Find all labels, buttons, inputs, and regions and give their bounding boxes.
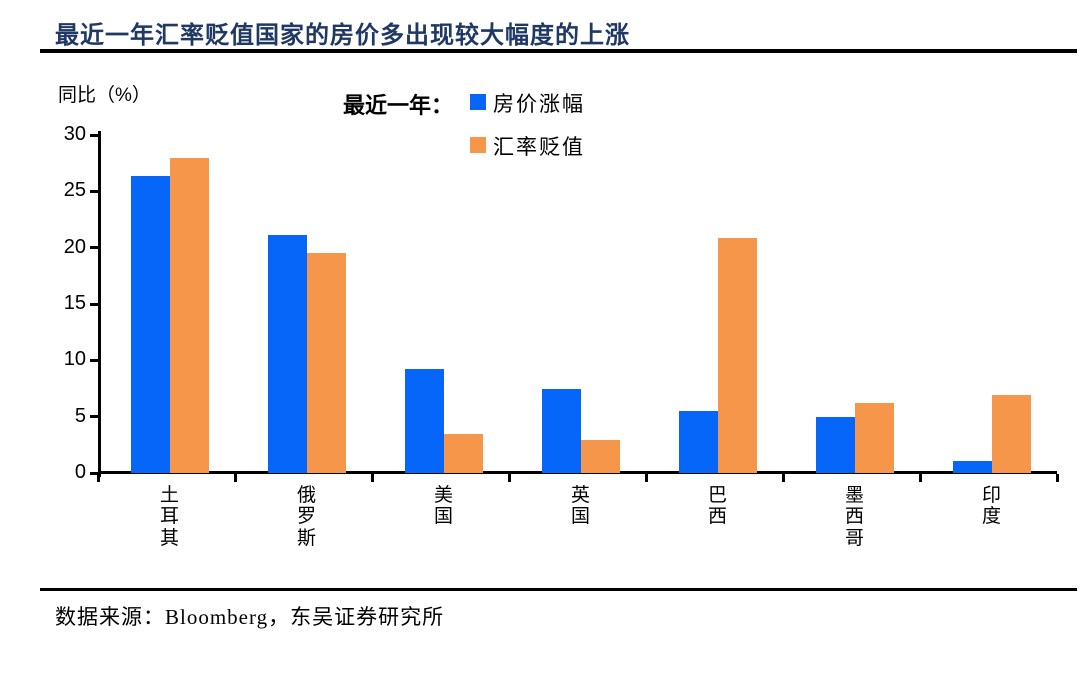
data-source-caption: 数据来源：Bloomberg，东吴证券研究所 (55, 605, 445, 629)
x-axis-label-uk: 英国 (570, 485, 590, 528)
x-axis-tick (371, 474, 374, 482)
x-axis-tick (508, 474, 511, 482)
legend-label-fx-depreciation: 汇率贬值 (493, 136, 585, 159)
y-tick-label: 30 (63, 123, 86, 145)
x-axis-tick (97, 474, 100, 482)
y-axis-tick (90, 189, 98, 193)
title-underline-rule (40, 49, 1077, 53)
bar-house-price-uk (541, 388, 581, 473)
y-axis-tick (90, 471, 98, 475)
bar-fx-depreciation-mexico (854, 403, 894, 473)
footer-rule (40, 588, 1077, 591)
y-tick-label: 25 (63, 179, 86, 202)
bar-fx-depreciation-turkey (169, 157, 209, 473)
x-axis-tick (1056, 474, 1059, 482)
x-axis-label-india: 印度 (981, 485, 1001, 528)
y-tick-label: 15 (63, 292, 86, 314)
y-tick-label: 20 (63, 235, 86, 258)
bar-fx-depreciation-india (991, 395, 1031, 473)
bar-house-price-mexico (815, 416, 855, 473)
x-axis-tick (919, 474, 922, 482)
chart-title: 最近一年汇率贬值国家的房价多出现较大幅度的上涨 (55, 22, 630, 49)
bar-house-price-russia (267, 235, 307, 473)
x-axis-label-usa: 美国 (433, 485, 453, 528)
bar-fx-depreciation-uk (580, 440, 620, 473)
x-axis-tick (645, 474, 648, 482)
bar-house-price-usa (404, 369, 444, 473)
y-axis-unit-label: 同比（%） (58, 85, 151, 106)
bar-house-price-turkey (130, 175, 170, 473)
x-axis-label-turkey: 土耳其 (159, 485, 179, 549)
legend-swatch-house-price (470, 94, 486, 110)
y-tick-label: 5 (74, 404, 86, 427)
y-axis-tick (90, 302, 98, 306)
y-axis-tick (90, 133, 98, 137)
x-axis-label-russia: 俄罗斯 (296, 485, 316, 549)
bar-house-price-brazil (678, 411, 718, 473)
x-axis-label-brazil: 巴西 (707, 485, 727, 528)
x-axis-tick (234, 474, 237, 482)
legend-swatch-fx-depreciation (470, 137, 486, 153)
x-axis-label-mexico: 墨西哥 (844, 485, 864, 549)
y-axis-line (98, 131, 101, 477)
bar-house-price-india (952, 460, 992, 473)
bar-fx-depreciation-usa (443, 433, 483, 473)
y-axis-tick (90, 246, 98, 250)
y-tick-label: 0 (74, 461, 86, 483)
y-axis-tick (90, 415, 98, 419)
y-tick-label: 10 (63, 348, 86, 371)
legend-label-house-price: 房价涨幅 (493, 93, 585, 116)
bar-fx-depreciation-russia (306, 253, 346, 473)
y-axis-tick (90, 358, 98, 362)
bar-fx-depreciation-brazil (717, 237, 757, 473)
legend-prefix: 最近一年： (343, 93, 454, 118)
x-axis-tick (782, 474, 785, 482)
